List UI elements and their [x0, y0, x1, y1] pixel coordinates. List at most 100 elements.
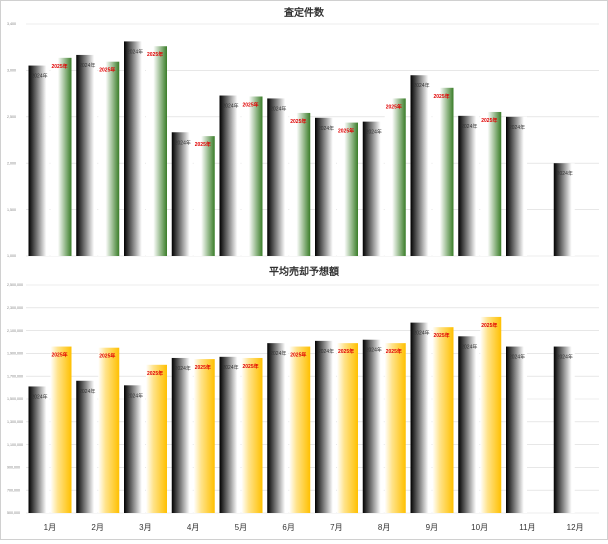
x-tick-label: 11月 [519, 523, 535, 532]
bar-2025 [50, 57, 72, 257]
data-label-2024: 2024年 [127, 392, 143, 399]
y-tick-label: 900,000 [7, 466, 20, 470]
data-label-2025: 2025年 [386, 103, 402, 110]
x-tick-label: 12月 [567, 523, 584, 532]
data-label-2025: 2025年 [52, 352, 68, 359]
avg-price-chart-title: 平均売却予想額 [269, 265, 339, 278]
data-label-2025: 2025年 [338, 128, 354, 135]
bar-2024 [76, 54, 98, 256]
data-label-2024: 2024年 [318, 125, 334, 132]
y-tick-label: 1,500 [7, 208, 16, 212]
bar-2025 [98, 347, 120, 513]
bar-2024 [267, 98, 289, 256]
y-tick-label: 3,400 [7, 22, 16, 26]
x-tick-label: 4月 [187, 523, 199, 532]
avg-price-chart-y-axis: 2,500,000 2,300,000 2,100,000 1,900,000 1,70… [7, 283, 23, 515]
avg-price-chart: 平均売却予想額 2,500,000 2,300,000 2,100,000 1,900… [7, 265, 599, 532]
x-tick-label: 6月 [282, 523, 294, 532]
y-tick-label: 700,000 [7, 488, 20, 492]
x-tick-label: 3月 [139, 523, 151, 532]
data-label-2024: 2024年 [461, 123, 477, 130]
data-label-2025: 2025年 [481, 117, 497, 124]
count-chart-data-labels: 2024年 2025年 2024年 2025年 2024年 2025年 2024年 2025年… [32, 48, 573, 177]
bar-2025 [193, 359, 215, 513]
bar-2025 [337, 343, 358, 513]
bar-2025 [241, 96, 263, 256]
data-label-2024: 2024年 [366, 347, 382, 354]
bar-2025 [480, 316, 502, 513]
data-label-2024: 2024年 [32, 73, 48, 80]
data-label-2024: 2024年 [223, 103, 239, 110]
y-tick-label: 1,900,000 [7, 352, 23, 356]
data-label-2025: 2025年 [99, 67, 115, 74]
bar-2025 [50, 346, 72, 513]
bar-2025 [337, 122, 358, 256]
bar-2024 [410, 75, 432, 256]
data-label-2024: 2024年 [509, 354, 525, 361]
bar-2025 [289, 112, 311, 256]
data-label-2024: 2024年 [414, 330, 430, 337]
data-label-2025: 2025年 [195, 141, 211, 148]
bar-2024 [28, 65, 50, 256]
y-tick-label: 2,500,000 [7, 283, 23, 287]
bar-2024 [315, 340, 336, 513]
x-tick-label: 9月 [426, 523, 438, 532]
data-label-2025: 2025年 [52, 63, 68, 70]
bar-2024 [124, 385, 145, 513]
bar-2025 [384, 98, 406, 256]
count-chart-y-axis: 3,400 3,000 2,500 2,000 1,500 1,000 [7, 22, 16, 258]
y-tick-label: 2,100,000 [7, 329, 23, 333]
y-tick-label: 2,500 [7, 115, 16, 119]
count-chart: 査定件数 3,400 3,000 2,500 2,000 1,500 1,000 2024… [7, 6, 599, 258]
data-label-2024: 2024年 [366, 129, 382, 136]
avg-price-chart-bars [28, 316, 575, 513]
avg-price-chart-grid [26, 284, 599, 514]
bar-2025 [193, 136, 215, 256]
data-label-2024: 2024年 [557, 354, 573, 361]
bar-2024 [458, 115, 480, 256]
data-label-2025: 2025年 [195, 364, 211, 371]
data-label-2025: 2025年 [481, 322, 497, 329]
bar-2024 [553, 346, 575, 513]
bar-2024 [76, 380, 98, 513]
data-label-2024: 2024年 [32, 393, 48, 400]
bar-2024 [315, 117, 336, 257]
x-tick-label: 1月 [44, 523, 56, 532]
y-tick-label: 2,300,000 [7, 306, 23, 310]
data-label-2024: 2024年 [414, 82, 430, 89]
x-tick-label: 10月 [471, 523, 488, 532]
x-tick-label: 5月 [235, 523, 247, 532]
bar-2024 [506, 346, 527, 513]
bar-2024 [267, 343, 289, 513]
month-axis-labels: 1月 2月 3月 4月 5月 6月 7月 8月 9月 10月 11月 12月 [44, 523, 584, 532]
data-label-2025: 2025年 [434, 332, 450, 339]
y-tick-label: 500,000 [7, 511, 20, 515]
x-tick-label: 8月 [378, 523, 390, 532]
bar-2024 [171, 132, 193, 256]
y-tick-label: 1,700,000 [7, 374, 23, 378]
y-tick-label: 2,000 [7, 161, 16, 165]
data-label-2024: 2024年 [318, 348, 334, 355]
count-chart-bars [28, 41, 575, 257]
y-tick-label: 3,000 [7, 69, 16, 73]
data-label-2024: 2024年 [270, 350, 286, 357]
data-label-2025: 2025年 [434, 93, 450, 100]
bar-2025 [289, 346, 311, 513]
count-chart-title: 査定件数 [283, 6, 325, 19]
data-label-2025: 2025年 [386, 348, 402, 355]
count-chart-grid [26, 23, 599, 257]
y-tick-label: 1,500,000 [7, 397, 23, 401]
bar-2025 [241, 357, 263, 513]
data-label-2024: 2024年 [461, 343, 477, 350]
bar-2025 [432, 87, 454, 256]
bar-2024 [362, 339, 384, 513]
bar-2024 [410, 322, 432, 513]
bar-2025 [384, 343, 406, 513]
data-label-2024: 2024年 [79, 62, 95, 69]
bar-2024 [362, 121, 384, 256]
data-label-2025: 2025年 [338, 348, 354, 355]
data-label-2025: 2025年 [99, 353, 115, 360]
bar-2024 [28, 386, 50, 513]
